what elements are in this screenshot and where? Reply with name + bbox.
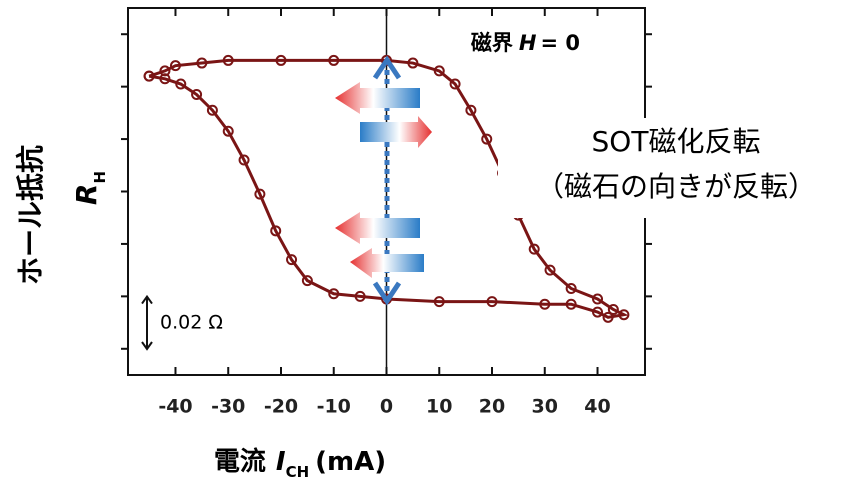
y-axis-symbol: RH: [70, 171, 109, 205]
magnet-arrows: [335, 60, 432, 301]
x-axis-label: 電流 ICH (mA): [214, 447, 386, 481]
y-label-symbol: R: [70, 184, 103, 206]
x-label-symbol: I: [276, 447, 286, 477]
callout: SOT磁化反転: [592, 125, 761, 158]
x-tick-label: 40: [584, 396, 610, 418]
y-label-subscript: H: [91, 171, 109, 184]
x-tick-label: -20: [264, 396, 298, 418]
x-tick-label: 10: [426, 396, 452, 418]
annotation-rest: = 0: [540, 31, 580, 55]
x-tick-label: 0: [380, 396, 393, 418]
y-axis-label: ホール抵抗: [14, 145, 47, 285]
x-tick-label: -40: [158, 396, 192, 418]
annotation-text: 磁界: [471, 31, 513, 55]
annotation-symbol: H: [519, 31, 537, 55]
chart: -40 -30 -20 -10 0 10 20 30 40 0.02 Ω SOT磁化反転 （磁石の…: [0, 0, 855, 481]
x-tick-label: -30: [211, 396, 245, 418]
scale-bar-label: 0.02 Ω: [160, 311, 223, 333]
x-tick-label: 30: [532, 396, 558, 418]
callout: （磁石の向きが反転）: [536, 170, 816, 203]
x-label-text: 電流: [214, 447, 266, 477]
x-label-subscript: CH: [286, 463, 310, 481]
x-tick-label: 20: [479, 396, 505, 418]
x-label-unit: (mA): [315, 447, 386, 477]
x-tick-label: -10: [317, 396, 351, 418]
